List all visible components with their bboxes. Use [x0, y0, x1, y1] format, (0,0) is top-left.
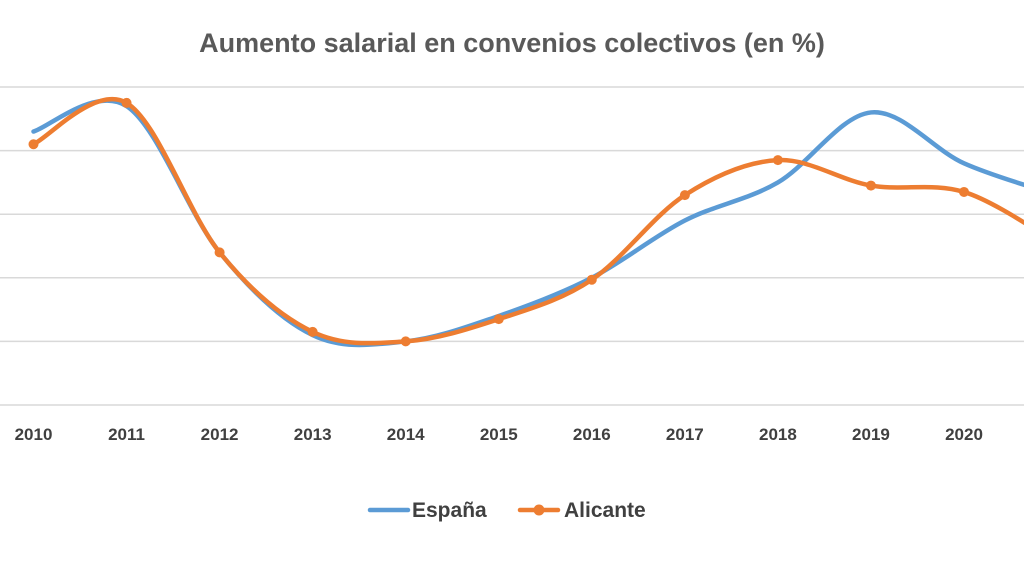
x-tick-label: 2014: [387, 425, 425, 444]
legend-item: Alicante: [517, 499, 646, 522]
data-point: [307, 326, 318, 337]
data-point: [28, 139, 39, 150]
x-tick-label: 2016: [573, 425, 611, 444]
data-point: [214, 247, 225, 258]
x-tick-label: 2011: [108, 425, 145, 444]
data-point: [865, 180, 876, 191]
legend-label: España: [412, 499, 487, 522]
x-tick-label: 2020: [945, 425, 983, 444]
x-tick-label: 2018: [759, 425, 797, 444]
legend-marker: [533, 504, 545, 516]
series-lines: [28, 96, 1024, 348]
data-point: [493, 314, 504, 325]
x-tick-label: 2012: [201, 425, 239, 444]
x-axis-tick-labels: 2010 2011 2012 2013 2014 2015 2016 2017 2018 2019…: [15, 425, 983, 444]
data-point: [121, 97, 132, 108]
gridlines: [0, 86, 1024, 406]
legend: España Alicante: [367, 499, 646, 522]
x-tick-label: 2010: [15, 425, 53, 444]
chart-title: Aumento salarial en convenios colectivos…: [199, 28, 825, 58]
x-tick-label: 2019: [852, 425, 890, 444]
x-tick-label: 2013: [294, 425, 332, 444]
data-point: [679, 190, 690, 201]
data-point: [400, 336, 411, 347]
x-tick-label: 2017: [666, 425, 704, 444]
data-point: [959, 186, 969, 197]
legend-label: Alicante: [564, 499, 646, 522]
data-point: [586, 274, 597, 285]
x-tick-label: 2015: [480, 425, 518, 444]
data-point: [772, 155, 783, 166]
legend-item: España: [367, 499, 487, 522]
series-alicante: [28, 96, 1024, 347]
